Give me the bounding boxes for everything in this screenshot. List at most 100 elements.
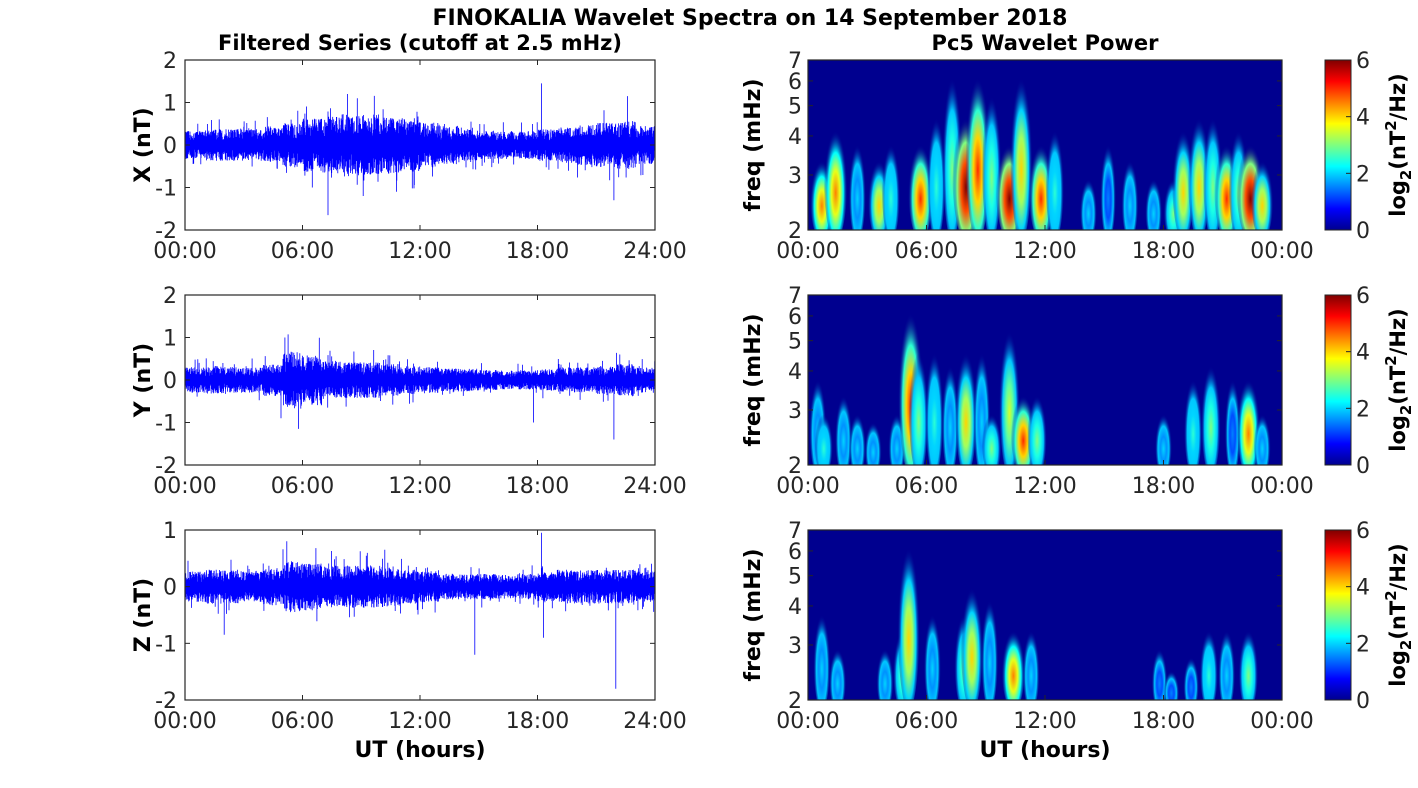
x-tick-label: 18:00 xyxy=(506,474,569,499)
x-tick-label: 18:00 xyxy=(1132,709,1195,734)
power-event xyxy=(925,336,944,465)
power-event xyxy=(1001,620,1026,700)
colorbar-gradient xyxy=(1324,294,1352,466)
power-event xyxy=(1022,620,1040,700)
colorbar: 0 2 4 6 log2(nT2/Hz) xyxy=(1324,284,1415,479)
x-tick-label: 00:00 xyxy=(1250,474,1313,499)
y-tick-label: 2 xyxy=(163,284,177,309)
y-tick-label: 7 xyxy=(788,49,802,74)
power-event xyxy=(908,131,934,230)
y-tick-label: 5 xyxy=(788,95,802,120)
power-events xyxy=(809,295,1271,465)
power-event xyxy=(1201,350,1221,465)
x-tick-label: 12:00 xyxy=(1013,474,1076,499)
power-event xyxy=(876,640,894,700)
y-axis-label: Z (nT) xyxy=(131,578,156,652)
colorbar-label: log2(nT2/Hz) xyxy=(1382,543,1415,687)
colorbar-tick-label: 2 xyxy=(1356,162,1370,187)
y-tick-label: 0 xyxy=(163,369,177,394)
power-event xyxy=(1218,620,1236,700)
power-event xyxy=(981,585,999,700)
power-event xyxy=(814,405,834,465)
y-tick-label: 6 xyxy=(788,305,802,330)
colorbar-tick-label: 6 xyxy=(1356,49,1370,74)
x-tick-label: 00:00 xyxy=(153,474,216,499)
power-event xyxy=(848,131,866,230)
x-tick-label: 00:00 xyxy=(153,239,216,264)
y-axis-label: freq (mHz) xyxy=(741,314,766,447)
y-tick-label: 2 xyxy=(788,689,802,714)
power-event xyxy=(813,601,831,700)
colorbar-tick-label: 0 xyxy=(1356,219,1370,244)
x-tick-label: 24:00 xyxy=(623,474,686,499)
power-event xyxy=(1183,366,1203,465)
y-tick-label: -2 xyxy=(155,689,177,714)
power-event xyxy=(1251,150,1274,230)
x-tick-label: 18:00 xyxy=(506,239,569,264)
power-event xyxy=(960,571,984,700)
y-tick-label: 6 xyxy=(788,540,802,565)
x-tick-label: 06:00 xyxy=(895,239,958,264)
y-tick-label: 1 xyxy=(163,327,177,352)
x-tick-label: 12:00 xyxy=(388,239,451,264)
power-event xyxy=(1045,115,1065,230)
x-tick-label: 00:00 xyxy=(776,239,839,264)
power-event xyxy=(1079,170,1098,230)
y-tick-label: 4 xyxy=(788,360,802,385)
x-tick-label: 12:00 xyxy=(1013,239,1076,264)
x-tick-label: 06:00 xyxy=(895,709,958,734)
colorbar: 0 2 4 6 log2(nT2/Hz) xyxy=(1324,519,1415,714)
y-tick-label: 0 xyxy=(163,576,177,601)
power-event xyxy=(829,640,847,700)
power-events xyxy=(809,60,1274,230)
power-event xyxy=(1253,405,1271,465)
x-tick-label: 18:00 xyxy=(1132,239,1195,264)
y-tick-label: 7 xyxy=(788,519,802,544)
x-tick-label: 06:00 xyxy=(271,239,334,264)
power-event xyxy=(897,530,920,700)
y-tick-label: -2 xyxy=(155,454,177,479)
y-tick-label: 3 xyxy=(788,634,802,659)
x-tick-label: 06:00 xyxy=(271,474,334,499)
power-event xyxy=(1224,366,1241,465)
power-event xyxy=(923,601,942,700)
x-tick-label: 18:00 xyxy=(506,709,569,734)
y-tick-label: 2 xyxy=(788,454,802,479)
power-event xyxy=(823,115,848,230)
colorbar-tick-label: 2 xyxy=(1356,397,1370,422)
timeseries-panel-3: -2 -1 0 1 00:00 06:00 12:00 18:00 24:00 Z (nT) UT … xyxy=(131,519,687,763)
power-event xyxy=(834,385,853,465)
x-tick-label: 00:00 xyxy=(776,474,839,499)
y-tick-label: 2 xyxy=(788,219,802,244)
x-axis-label: UT (hours) xyxy=(354,738,485,763)
y-tick-label: 2 xyxy=(163,49,177,74)
y-tick-label: -2 xyxy=(155,219,177,244)
y-tick-label: 5 xyxy=(788,565,802,590)
x-tick-label: 12:00 xyxy=(388,709,451,734)
y-tick-label: 3 xyxy=(788,399,802,424)
power-event xyxy=(954,336,978,465)
y-tick-label: 1 xyxy=(163,519,177,544)
power-event xyxy=(1154,405,1173,465)
y-tick-label: 7 xyxy=(788,284,802,309)
power-event xyxy=(981,405,1002,465)
colorbar-tick-label: 6 xyxy=(1356,284,1370,309)
power-event xyxy=(1121,150,1139,230)
x-tick-label: 18:00 xyxy=(1132,474,1195,499)
power-event xyxy=(1145,170,1163,230)
colorbar-tick-label: 4 xyxy=(1356,341,1370,366)
panel-title: Filtered Series (cutoff at 2.5 mHz) xyxy=(218,31,622,55)
y-tick-label: -1 xyxy=(155,412,177,437)
y-tick-label: 4 xyxy=(788,125,802,150)
power-event xyxy=(1183,650,1200,700)
colorbar-tick-label: 4 xyxy=(1356,576,1370,601)
panel-title: Pc5 Wavelet Power xyxy=(932,31,1160,55)
timeseries-panel-1: -2 -1 0 1 2 00:00 06:00 12:00 18:00 24:00 X (nT) Fi… xyxy=(131,31,687,264)
x-tick-label: 06:00 xyxy=(271,709,334,734)
power-event xyxy=(1238,620,1259,700)
figure-title: FINOKALIA Wavelet Spectra on 14 Septembe… xyxy=(433,6,1068,31)
x-tick-label: 24:00 xyxy=(623,709,686,734)
